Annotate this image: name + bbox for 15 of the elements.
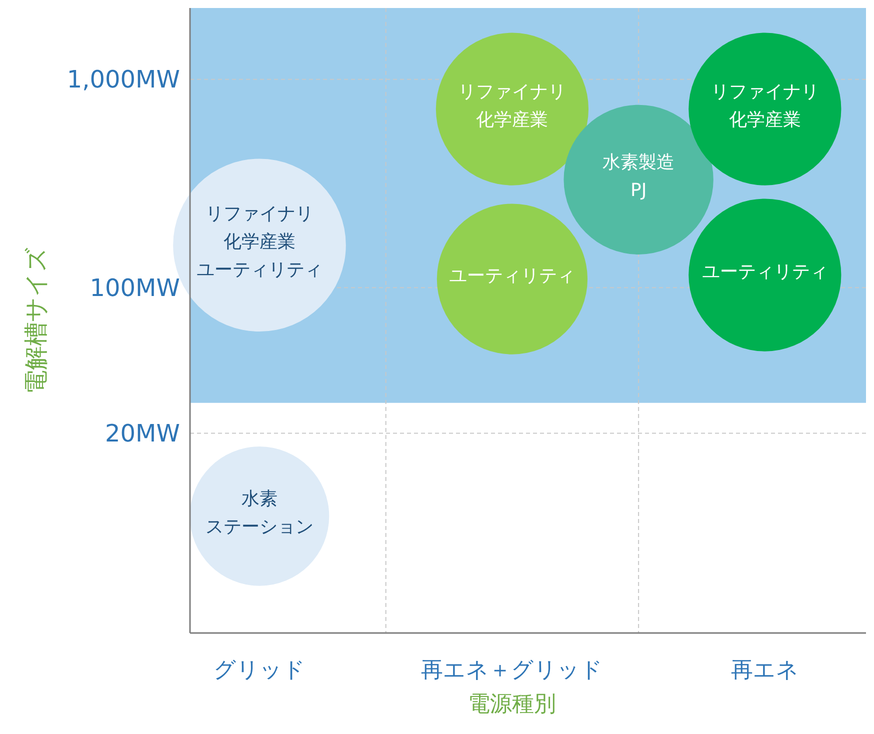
- y-axis-title: 電解槽サイズ: [22, 247, 50, 394]
- series-label: ユーティリティ: [702, 261, 828, 282]
- x-tick-label: 再エネ: [730, 658, 799, 683]
- series-label: リファイナリ化学産業: [710, 81, 819, 130]
- series-label: 水素製造PJ: [602, 152, 675, 201]
- y-tick-label: 20MW: [105, 420, 180, 448]
- series-label: リファイナリ化学産業ユーティリティ: [196, 203, 322, 280]
- series-label: リファイナリ化学産業: [458, 81, 566, 130]
- y-tick-label: 100MW: [90, 274, 180, 302]
- x-axis-title: 電源種別: [468, 692, 556, 717]
- x-tick-label: 再エネ＋グリッド: [421, 658, 604, 683]
- y-tick-label: 1,000MW: [66, 66, 180, 94]
- x-tick-label: グリッド: [213, 658, 306, 683]
- series-label: 水素ステーション: [205, 488, 314, 538]
- series-label: ユーティリティ: [449, 265, 576, 286]
